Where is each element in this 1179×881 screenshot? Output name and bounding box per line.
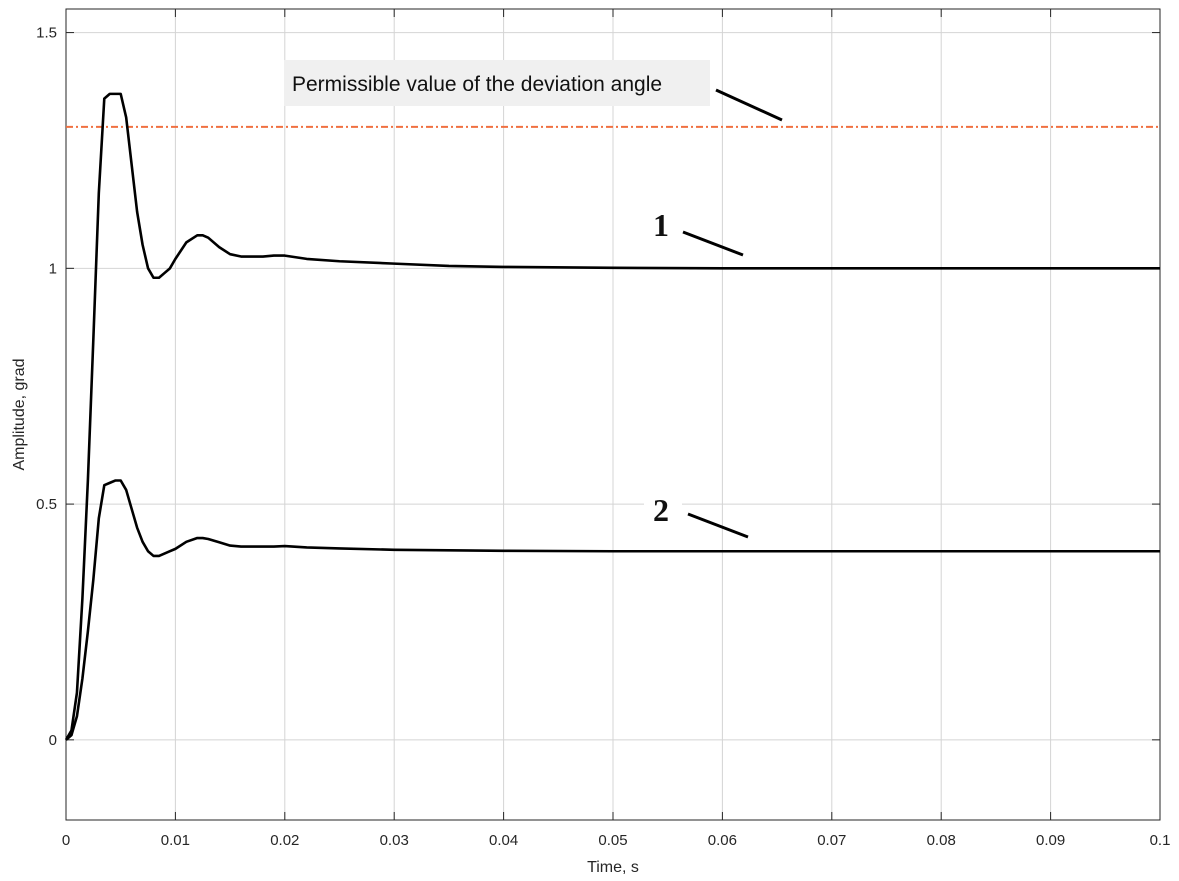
curve-2-label-bg xyxy=(644,492,682,528)
x-tick-label: 0.08 xyxy=(927,832,956,849)
curve-1-label-bg xyxy=(648,207,682,243)
x-tick-label: 0.03 xyxy=(380,832,409,849)
series-line-1 xyxy=(64,92,1160,741)
x-axis-label: Time, s xyxy=(587,859,639,876)
x-tick-label: 0.04 xyxy=(489,832,518,849)
x-tick-label: 0.02 xyxy=(270,832,299,849)
tick-marks xyxy=(65,9,1161,820)
curve-2-pointer xyxy=(687,512,749,539)
series-line-2 xyxy=(65,479,1160,741)
x-tick-label: 0.06 xyxy=(708,832,737,849)
x-tick-label: 0.1 xyxy=(1150,832,1171,849)
curve-1-label: 1 xyxy=(653,207,669,243)
x-tick-label: 0.09 xyxy=(1036,832,1065,849)
x-tick-label: 0.05 xyxy=(598,832,627,849)
y-tick-label: 0 xyxy=(49,732,57,749)
reference-annotation-text: Permissible value of the deviation angle xyxy=(292,73,662,96)
curve-2-label: 2 xyxy=(653,492,669,528)
reference-annotation-pointer xyxy=(715,88,783,122)
y-tick-label: 1.5 xyxy=(36,25,57,42)
curve-1-pointer xyxy=(682,230,744,257)
x-tick-label: 0 xyxy=(62,832,70,849)
y-tick-label: 1 xyxy=(49,260,57,277)
y-tick-label: 0.5 xyxy=(36,496,57,513)
y-tick-labels: 0 0.5 1 1.5 xyxy=(36,25,57,749)
reference-annotation-box xyxy=(284,60,710,106)
y-axis-label: Amplitude, grad xyxy=(11,358,28,470)
x-tick-labels: 0 0.01 0.02 0.03 0.04 0.05 0.06 0.07 0.08 0.09 0.1 xyxy=(62,832,1171,849)
series-lines xyxy=(64,92,1160,741)
x-tick-label: 0.01 xyxy=(161,832,190,849)
x-tick-label: 0.07 xyxy=(817,832,846,849)
